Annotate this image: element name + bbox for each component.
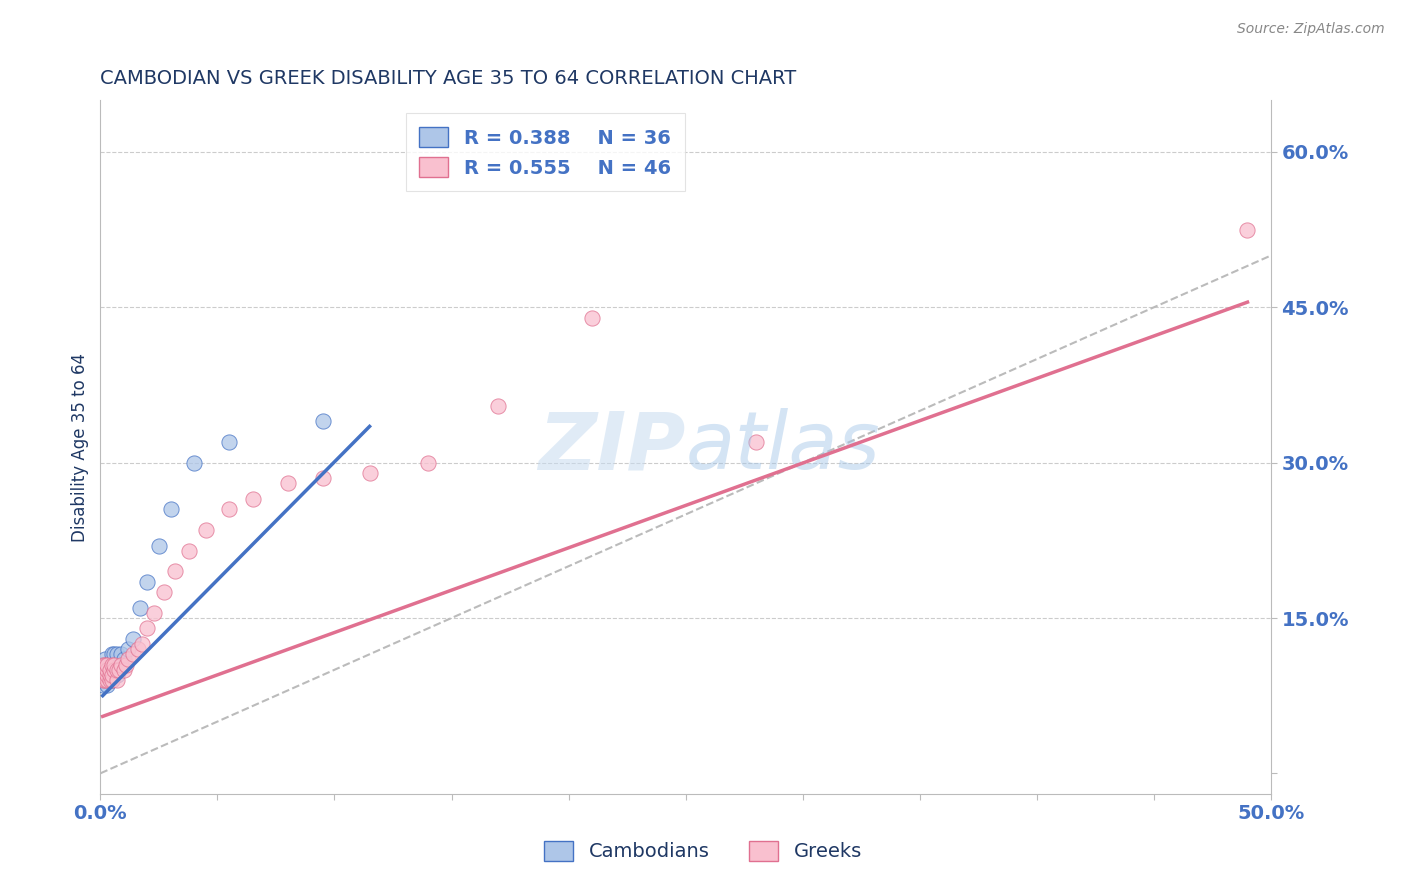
- Point: [96, 673, 118, 687]
- Point: [122, 647, 145, 661]
- Point: [98, 668, 121, 682]
- Point: [94, 673, 117, 687]
- Point: [101, 647, 124, 661]
- Text: Source: ZipAtlas.com: Source: ZipAtlas.com: [1237, 22, 1385, 37]
- Point: [91, 663, 114, 677]
- Point: [103, 663, 125, 677]
- Point: [91, 657, 114, 672]
- Point: [101, 673, 124, 687]
- Point: [105, 663, 128, 677]
- Point: [94, 663, 117, 677]
- Point: [179, 543, 201, 558]
- Point: [218, 502, 240, 516]
- Point: [105, 668, 128, 682]
- Point: [112, 663, 135, 677]
- Text: atlas: atlas: [686, 409, 880, 486]
- Point: [103, 657, 125, 672]
- Point: [96, 668, 118, 682]
- Point: [96, 663, 118, 677]
- Point: [91, 657, 114, 672]
- Point: [486, 399, 509, 413]
- Point: [98, 673, 121, 687]
- Point: [94, 668, 117, 682]
- Point: [312, 471, 335, 485]
- Point: [277, 476, 299, 491]
- Point: [165, 565, 187, 579]
- Point: [127, 642, 149, 657]
- Point: [143, 606, 166, 620]
- Point: [96, 668, 118, 682]
- Point: [108, 663, 131, 677]
- Point: [108, 657, 131, 672]
- Text: CAMBODIAN VS GREEK DISABILITY AGE 35 TO 64 CORRELATION CHART: CAMBODIAN VS GREEK DISABILITY AGE 35 TO …: [100, 69, 797, 87]
- Point: [110, 647, 132, 661]
- Y-axis label: Disability Age 35 to 64: Disability Age 35 to 64: [72, 352, 89, 541]
- Point: [745, 434, 768, 449]
- Point: [110, 657, 132, 672]
- Point: [101, 657, 124, 672]
- Point: [122, 632, 145, 646]
- Point: [105, 647, 128, 661]
- Point: [136, 621, 159, 635]
- Point: [94, 668, 117, 682]
- Point: [91, 668, 114, 682]
- Point: [91, 673, 114, 687]
- Point: [96, 663, 118, 677]
- Legend: Cambodians, Greeks: Cambodians, Greeks: [537, 833, 869, 869]
- Point: [98, 673, 121, 687]
- Point: [101, 668, 124, 682]
- Point: [159, 502, 181, 516]
- Point: [96, 657, 118, 672]
- Point: [91, 678, 114, 692]
- Point: [359, 466, 381, 480]
- Point: [115, 657, 138, 672]
- Point: [218, 434, 240, 449]
- Point: [131, 637, 153, 651]
- Point: [152, 585, 174, 599]
- Point: [117, 652, 139, 666]
- Point: [117, 642, 139, 657]
- Point: [103, 663, 125, 677]
- Point: [103, 647, 125, 661]
- Point: [242, 491, 264, 506]
- Legend: R = 0.388    N = 36, R = 0.555    N = 46: R = 0.388 N = 36, R = 0.555 N = 46: [405, 113, 685, 192]
- Point: [136, 574, 159, 589]
- Point: [94, 652, 117, 666]
- Point: [105, 673, 128, 687]
- Point: [183, 456, 205, 470]
- Point: [101, 668, 124, 682]
- Point: [581, 310, 603, 325]
- Point: [94, 657, 117, 672]
- Point: [96, 657, 118, 672]
- Point: [112, 652, 135, 666]
- Point: [148, 539, 170, 553]
- Point: [91, 668, 114, 682]
- Point: [101, 673, 124, 687]
- Point: [96, 678, 118, 692]
- Point: [94, 663, 117, 677]
- Point: [416, 456, 439, 470]
- Point: [1236, 222, 1258, 236]
- Point: [98, 663, 121, 677]
- Point: [98, 657, 121, 672]
- Point: [98, 663, 121, 677]
- Point: [94, 673, 117, 687]
- Point: [194, 523, 217, 537]
- Point: [129, 600, 152, 615]
- Text: ZIP: ZIP: [538, 409, 686, 486]
- Point: [312, 414, 335, 428]
- Point: [98, 668, 121, 682]
- Point: [101, 663, 124, 677]
- Point: [101, 657, 124, 672]
